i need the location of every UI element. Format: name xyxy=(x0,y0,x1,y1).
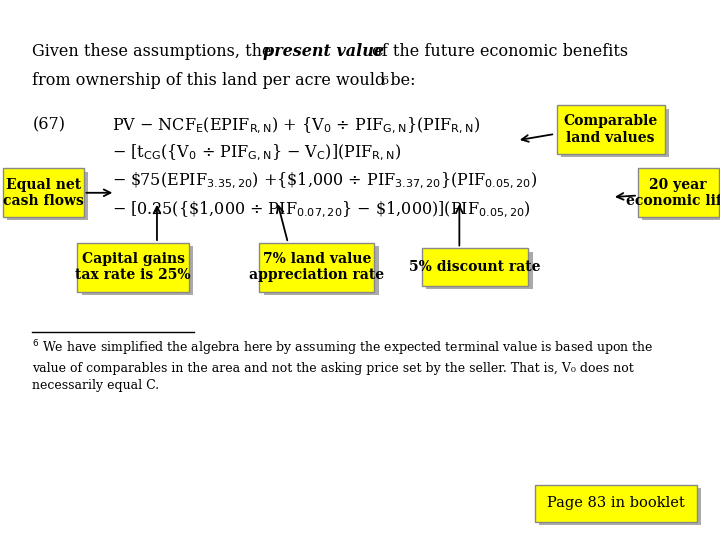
FancyBboxPatch shape xyxy=(78,243,189,292)
Text: of the future economic benefits: of the future economic benefits xyxy=(367,43,629,60)
FancyBboxPatch shape xyxy=(539,488,701,525)
FancyBboxPatch shape xyxy=(642,172,720,220)
Text: 6: 6 xyxy=(382,76,389,86)
Text: present value: present value xyxy=(263,43,384,60)
Text: 7% land value
appreciation rate: 7% land value appreciation rate xyxy=(249,252,384,282)
Text: Page 83 in booklet: Page 83 in booklet xyxy=(546,496,685,510)
FancyBboxPatch shape xyxy=(3,168,84,217)
Text: (67): (67) xyxy=(32,116,66,133)
FancyBboxPatch shape xyxy=(7,172,88,220)
Text: Given these assumptions, the: Given these assumptions, the xyxy=(32,43,277,60)
FancyBboxPatch shape xyxy=(557,105,665,154)
Text: $-$ [t$_{\rm CG}$({V$_{\rm 0}$ $\div$ PIF$_{\rm G,N}$} $-$ V$_{\rm C}$)](PIF$_{\: $-$ [t$_{\rm CG}$({V$_{\rm 0}$ $\div$ PI… xyxy=(112,143,401,164)
Text: Comparable
land values: Comparable land values xyxy=(564,114,657,145)
FancyBboxPatch shape xyxy=(561,109,669,157)
Text: $-$ [0.25({\$1,000 $\div$ PIF$_{\rm 0.07,20}$} $-$ \$1,000)](PIF$_{\rm 0.05,20}$: $-$ [0.25({\$1,000 $\div$ PIF$_{\rm 0.07… xyxy=(112,200,531,220)
FancyBboxPatch shape xyxy=(638,168,719,217)
Text: 20 year
economic life: 20 year economic life xyxy=(626,178,720,208)
FancyBboxPatch shape xyxy=(259,243,374,292)
Text: 5% discount rate: 5% discount rate xyxy=(410,260,541,274)
Text: from ownership of this land per acre would be:: from ownership of this land per acre wou… xyxy=(32,72,421,89)
Text: PV $-$ NCF$_{\rm E}$(EPIF$_{\rm R,N}$) + {V$_{\rm 0}$ $\div$ PIF$_{\rm G,N}$}(PI: PV $-$ NCF$_{\rm E}$(EPIF$_{\rm R,N}$) +… xyxy=(112,116,480,137)
FancyBboxPatch shape xyxy=(534,485,696,522)
Text: $-$ \$75(EPIF$_{\rm 3.35,20}$) +{\$1,000 $\div$ PIF$_{\rm 3.37,20}$}(PIF$_{\rm 0: $-$ \$75(EPIF$_{\rm 3.35,20}$) +{\$1,000… xyxy=(112,171,536,192)
Text: Capital gains
tax rate is 25%: Capital gains tax rate is 25% xyxy=(76,252,191,282)
Text: Equal net
cash flows: Equal net cash flows xyxy=(3,178,84,208)
FancyBboxPatch shape xyxy=(426,252,533,289)
FancyBboxPatch shape xyxy=(82,246,193,295)
FancyBboxPatch shape xyxy=(422,248,528,286)
FancyBboxPatch shape xyxy=(264,246,379,295)
Text: $^6$ We have simplified the algebra here by assuming the expected terminal value: $^6$ We have simplified the algebra here… xyxy=(32,339,654,392)
